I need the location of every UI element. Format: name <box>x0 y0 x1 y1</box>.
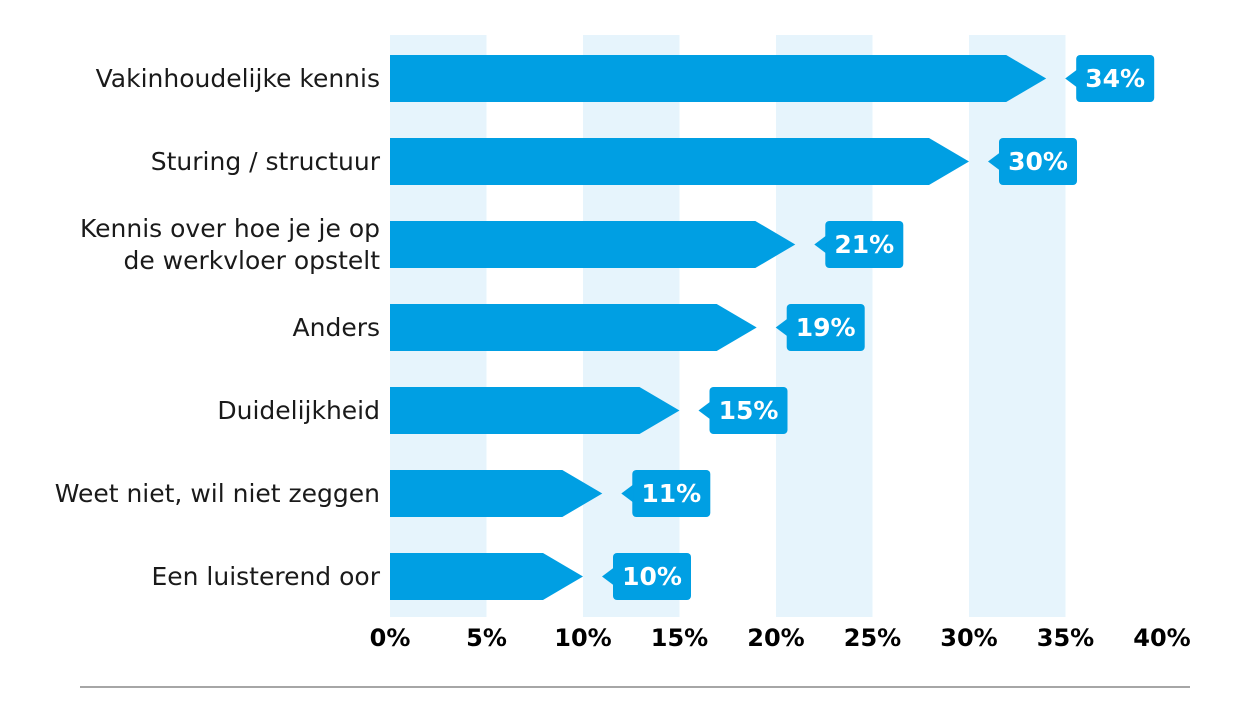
value-label-pointer <box>814 235 827 254</box>
category-label: Vakinhoudelijke kennis <box>95 63 380 93</box>
value-label: 15% <box>718 395 779 425</box>
category-label: Kennis over hoe je je op de werkvloer op… <box>79 213 380 275</box>
value-label: 30% <box>1008 146 1068 176</box>
value-label-pointer <box>988 152 1000 171</box>
bar <box>390 304 757 351</box>
category-label: Weet niet, wil niet zeggen <box>54 478 380 508</box>
value-label-box <box>786 304 865 351</box>
value-label-pointer <box>775 318 788 337</box>
bar <box>390 387 680 434</box>
x-tick-label: 30% <box>940 624 998 652</box>
grid-band <box>969 35 1066 617</box>
value-label: 34% <box>1085 63 1146 93</box>
bar <box>390 221 796 268</box>
bar <box>390 138 969 185</box>
x-tick-label: 35% <box>1036 624 1095 652</box>
category-label: Een luisterend oor <box>151 561 380 591</box>
value-label-box <box>825 221 904 268</box>
x-tick-label: 40% <box>1133 624 1191 652</box>
x-tick-label: 5% <box>466 624 507 652</box>
value-label-box <box>1076 55 1155 102</box>
x-tick-label: 15% <box>650 624 709 652</box>
bar <box>390 553 583 600</box>
value-label: 10% <box>622 561 682 591</box>
value-label-pointer <box>1065 69 1078 88</box>
value-label-box <box>999 138 1077 185</box>
category-label: Anders <box>292 312 381 342</box>
bar <box>390 470 603 517</box>
x-tick-label: 0% <box>369 624 411 652</box>
value-label: 21% <box>834 229 895 259</box>
value-label: 19% <box>795 312 856 342</box>
value-label-pointer <box>698 401 711 420</box>
value-label-pointer <box>602 567 614 586</box>
category-label: Sturing / structuur <box>150 146 380 176</box>
bar <box>390 55 1047 102</box>
value-label-pointer <box>621 484 634 503</box>
value-label-box <box>613 553 691 600</box>
x-tick-label: 20% <box>747 624 805 652</box>
value-label-box <box>632 470 711 517</box>
x-tick-label: 25% <box>843 624 902 652</box>
value-label: 11% <box>641 478 702 508</box>
x-tick-label: 10% <box>554 624 612 652</box>
category-label: Duidelijkheid <box>217 395 380 425</box>
value-label-box <box>709 387 788 434</box>
bottom-divider <box>80 686 1190 688</box>
